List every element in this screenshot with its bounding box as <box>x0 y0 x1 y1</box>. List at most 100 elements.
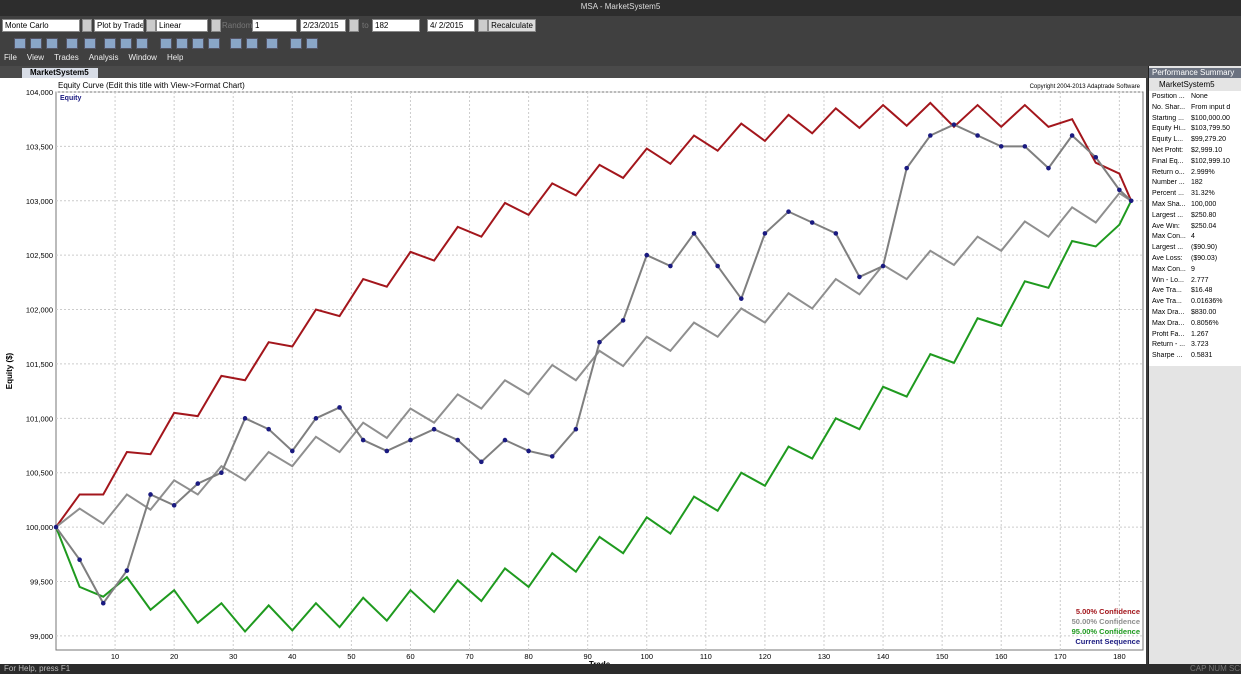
series-marker <box>313 416 319 421</box>
toolbar-icon[interactable] <box>192 38 204 49</box>
y-axis-label: Equity ($) <box>5 352 14 389</box>
series-marker <box>1022 144 1028 149</box>
end-date[interactable]: 4/ 2/2015 <box>427 19 475 32</box>
legend-entry: 5.00% Confidence <box>1076 607 1140 616</box>
series-marker <box>526 448 531 454</box>
status-text: For Help, press F1 <box>4 664 71 673</box>
panel-title: Performance Summary <box>1149 68 1241 78</box>
row-value: 2.777 <box>1191 276 1209 284</box>
series-marker <box>809 220 815 225</box>
series-marker <box>124 568 130 573</box>
row-value: ($90.90) <box>1191 244 1218 252</box>
row-value: $102,999.10 <box>1191 157 1230 165</box>
row-label: Ave Win: <box>1152 222 1180 230</box>
row-label: Max Sha... <box>1152 201 1186 208</box>
menu-item[interactable]: File <box>4 53 17 62</box>
document-tab[interactable]: MarketSystem5 <box>22 68 98 78</box>
dropdown-arrow[interactable] <box>349 19 359 32</box>
x-tick-label: 100 <box>641 652 654 661</box>
toolbar-icon[interactable] <box>306 38 318 49</box>
menu-item[interactable]: View <box>26 53 45 62</box>
menu-item[interactable]: Analysis <box>88 53 119 62</box>
toolbar-icon[interactable] <box>176 38 188 49</box>
menu-item[interactable]: Trades <box>54 53 79 62</box>
series-marker <box>762 231 768 236</box>
row-label: Number ... <box>1152 179 1185 187</box>
series-marker <box>786 209 791 214</box>
x-tick-label: 180 <box>1113 652 1126 661</box>
toolbar-icon[interactable] <box>208 38 220 49</box>
recalculate-button[interactable]: Recalculate <box>488 19 536 32</box>
series-marker <box>431 426 437 432</box>
row-label: Max Dra... <box>1152 319 1185 327</box>
toolbar-icon[interactable] <box>160 38 172 49</box>
title-bar: MSA - MarketSystem5 <box>0 0 1241 16</box>
x-tick-label: 50 <box>347 652 355 661</box>
series-marker <box>880 263 886 269</box>
end-trade-input[interactable]: 182 <box>372 19 420 32</box>
scale-dropdown[interactable]: Linear <box>156 19 208 32</box>
row-label: Profit Fa... <box>1152 330 1185 338</box>
row-label: Largest ... <box>1152 244 1184 252</box>
series-marker <box>833 231 839 236</box>
series-marker <box>975 133 980 138</box>
series-line <box>55 200 1133 634</box>
row-value: ($90.03) <box>1191 255 1218 262</box>
row-label: Win - Lo... <box>1152 276 1184 284</box>
seed-input[interactable]: 1 <box>252 19 297 32</box>
series-marker <box>1046 165 1051 171</box>
row-value: 9 <box>1191 265 1195 273</box>
row-value: $250.80 <box>1191 211 1217 219</box>
toolbar-icon[interactable] <box>104 38 116 49</box>
series-label: Equity <box>60 95 81 102</box>
toolbar-icon[interactable] <box>84 38 96 49</box>
legend-entry: 95.00% Confidence <box>1072 627 1140 636</box>
series-marker <box>857 274 862 280</box>
x-tick-label: 70 <box>465 652 473 661</box>
series-marker <box>455 437 461 443</box>
toolbar-icon[interactable] <box>14 38 26 49</box>
row-label: Max Dra... <box>1152 309 1185 316</box>
row-label: Final Eq... <box>1152 157 1184 165</box>
x-tick-label: 30 <box>229 652 237 661</box>
series-marker <box>100 600 106 606</box>
dropdown-arrow[interactable] <box>211 19 221 32</box>
dropdown-arrow[interactable] <box>82 19 92 32</box>
toolbar-icon[interactable] <box>46 38 58 49</box>
row-label: Return o... <box>1152 168 1185 176</box>
series-marker <box>904 165 909 171</box>
toolbar-icon[interactable] <box>290 38 302 49</box>
row-label: Return - ... <box>1152 341 1186 349</box>
mode-dropdown[interactable]: Monte Carlo <box>2 19 80 32</box>
menu-item[interactable]: Window <box>128 53 157 62</box>
toolbar-icon[interactable] <box>266 38 278 49</box>
series-marker <box>408 437 413 443</box>
dropdown-arrow[interactable] <box>146 19 156 32</box>
x-tick-label: 150 <box>936 652 949 661</box>
toolbar-icon[interactable] <box>136 38 148 49</box>
toolbar-icon[interactable] <box>246 38 258 49</box>
series-marker <box>573 426 579 432</box>
row-value: None <box>1191 93 1208 100</box>
status-indicators: CAP NUM SCRL <box>1190 664 1241 673</box>
toolbar-icon[interactable] <box>230 38 242 49</box>
chart-panel: Equity Curve (Edit this title with View-… <box>0 78 1146 664</box>
tree-root[interactable]: MarketSystem5 <box>1159 80 1215 89</box>
dropdown-arrow[interactable] <box>478 19 488 32</box>
toolbar-icon[interactable] <box>30 38 42 49</box>
series-line <box>55 191 1132 528</box>
y-tick-label: 101,500 <box>26 360 53 369</box>
y-tick-label: 99,000 <box>30 632 53 641</box>
series-marker <box>290 448 295 454</box>
row-value: 100,000 <box>1191 201 1217 208</box>
toolbar-icon[interactable] <box>120 38 132 49</box>
toolbar-icon[interactable] <box>66 38 78 49</box>
x-tick-label: 20 <box>170 652 178 661</box>
y-tick-label: 102,000 <box>26 306 53 315</box>
chart-title: Equity Curve (Edit this title with View-… <box>58 81 245 90</box>
plot-by-dropdown[interactable]: Plot by Trade <box>94 19 144 32</box>
x-tick-label: 170 <box>1054 652 1067 661</box>
start-date[interactable]: 2/23/2015 <box>300 19 346 32</box>
menu-item[interactable]: Help <box>166 53 184 62</box>
series-marker <box>219 470 224 476</box>
